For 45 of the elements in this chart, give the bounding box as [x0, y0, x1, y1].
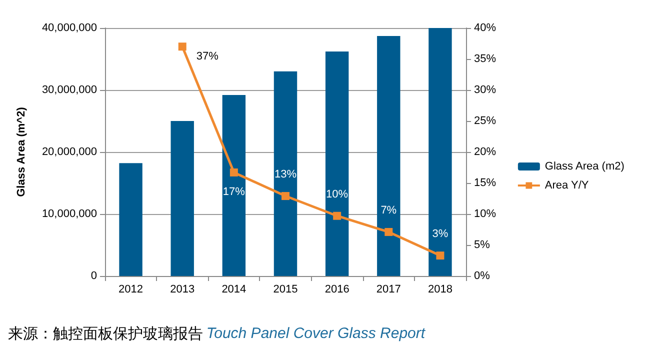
- data-label: 3%: [432, 228, 448, 240]
- y2-tick-label: 5%: [474, 239, 490, 251]
- x-tick-label: 2017: [376, 284, 401, 296]
- y2-tick-label: 10%: [474, 208, 496, 220]
- data-label: 13%: [274, 168, 297, 181]
- point: [282, 192, 290, 200]
- y-tick-label: 20,000,000: [42, 146, 97, 158]
- x-tick-label: 2014: [222, 284, 246, 296]
- y-tick-label: 30,000,000: [42, 84, 97, 96]
- y2-tick-label: 0%: [474, 270, 490, 282]
- y2-tick-label: 30%: [474, 84, 496, 96]
- text: Touch Panel Cover Glass Report: [206, 325, 426, 342]
- point: [230, 168, 238, 176]
- y-tick-label: 10,000,000: [42, 208, 97, 220]
- bar: [222, 94, 246, 276]
- point: [436, 252, 444, 260]
- y-axis-title: Glass Area (m^2): [16, 106, 28, 197]
- y2-tick-label: 25%: [474, 115, 496, 127]
- y2-tick-label: 15%: [474, 177, 496, 189]
- x-tick-label: 2016: [324, 284, 350, 296]
- point: [333, 212, 342, 220]
- source-note: 来源：触控面板保护玻璃报告: [8, 324, 203, 342]
- bar: [377, 36, 400, 276]
- y-tick-label: 40,000,000: [42, 22, 97, 34]
- point: [178, 42, 186, 51]
- x-tick-label: 2013: [170, 284, 195, 296]
- x-tick-label: 2018: [428, 284, 452, 296]
- y-tick-label: 0: [90, 270, 97, 282]
- x-tick-label: 2012: [118, 284, 144, 296]
- x-tick-label: 2015: [273, 284, 298, 296]
- bar: [170, 121, 194, 276]
- y2-tick-label: 35%: [474, 53, 496, 65]
- legend-label: Area Y/Y: [544, 180, 590, 192]
- data-label: 10%: [326, 188, 348, 200]
- bar: [274, 71, 298, 276]
- bar: [325, 52, 349, 276]
- data-label: 17%: [222, 186, 246, 198]
- point: [384, 228, 393, 236]
- legend-label: Glass Area (m2): [544, 160, 624, 172]
- data-label: 7%: [380, 204, 397, 216]
- y2-tick-label: 20%: [474, 146, 496, 158]
- data-label: 37%: [196, 50, 219, 63]
- bar: [119, 163, 142, 276]
- y2-tick-label: 40%: [474, 22, 496, 34]
- bar: [428, 28, 452, 276]
